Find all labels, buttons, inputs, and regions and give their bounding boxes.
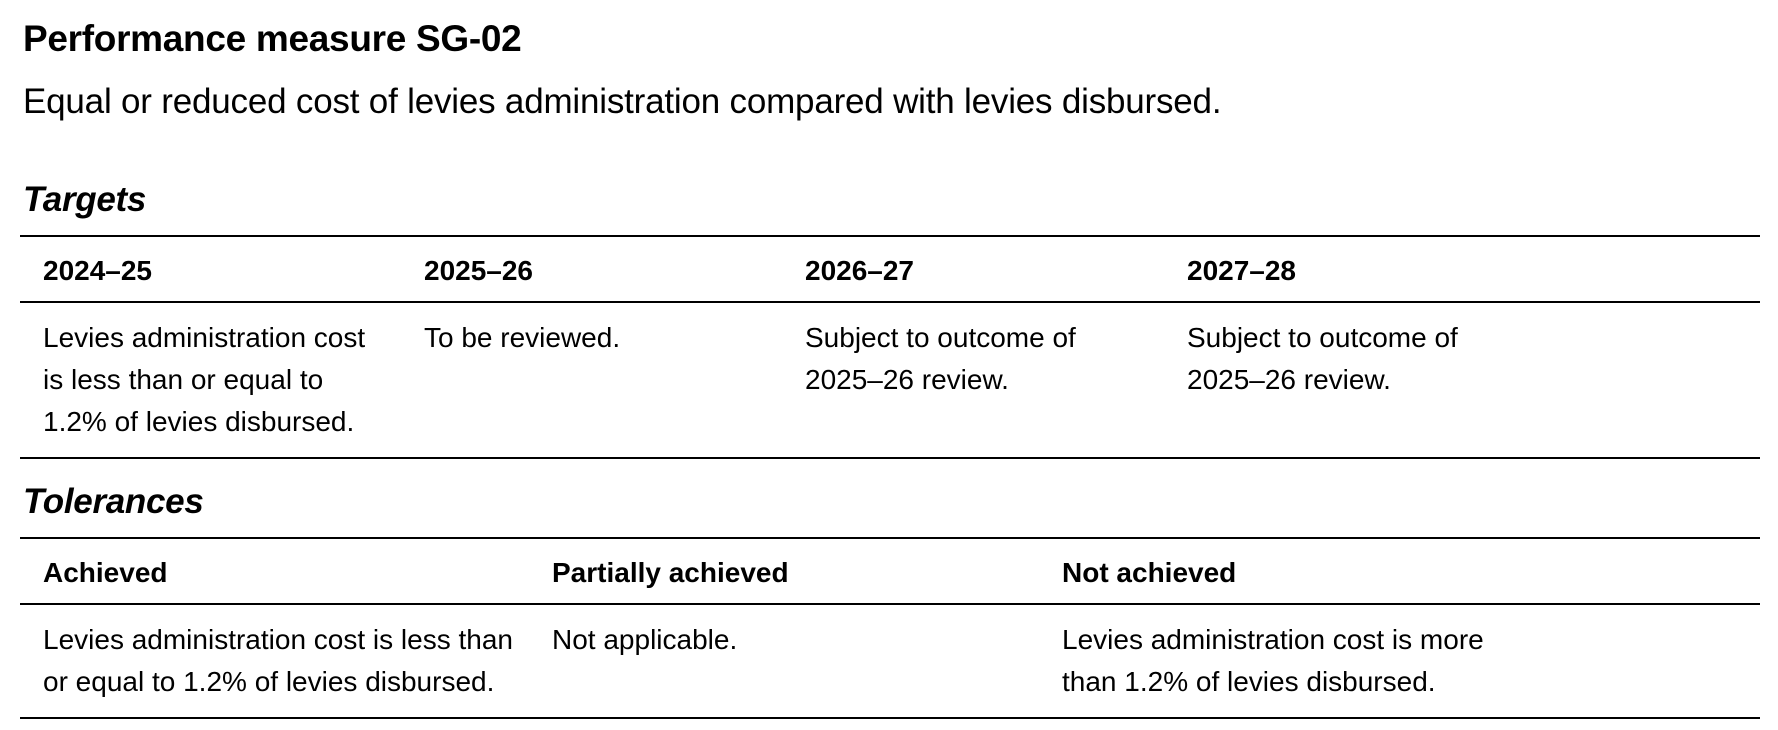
tolerances-row: Levies administration cost is less than …	[20, 604, 1760, 719]
tolerance-header-partially-achieved: Partially achieved	[529, 537, 1039, 605]
target-2025-26: To be reviewed.	[401, 302, 782, 459]
tolerances-heading: Tolerances	[23, 482, 204, 521]
tolerance-not-achieved: Levies administration cost is more than …	[1039, 604, 1760, 719]
target-2027-28: Subject to outcome of 2025–26 review.	[1164, 302, 1760, 459]
targets-header-row: 2024–25 2025–26 2026–27 2027–28	[20, 235, 1760, 303]
targets-header-2024-25: 2024–25	[20, 235, 401, 303]
tolerance-header-not-achieved: Not achieved	[1039, 537, 1760, 605]
targets-header-2025-26: 2025–26	[401, 235, 782, 303]
page-title: Performance measure SG-02	[23, 18, 522, 59]
targets-table: 2024–25 2025–26 2026–27 2027–28 Levies a…	[20, 235, 1760, 459]
targets-header-2026-27: 2026–27	[782, 235, 1164, 303]
tolerance-header-achieved: Achieved	[20, 537, 529, 605]
measure-description: Equal or reduced cost of levies administ…	[23, 82, 1222, 121]
targets-heading: Targets	[23, 180, 147, 219]
targets-row: Levies administration cost is less than …	[20, 302, 1760, 459]
tolerances-table: Achieved Partially achieved Not achieved…	[20, 537, 1760, 719]
tolerances-header-row: Achieved Partially achieved Not achieved	[20, 537, 1760, 605]
target-2024-25: Levies administration cost is less than …	[20, 302, 401, 459]
targets-header-2027-28: 2027–28	[1164, 235, 1760, 303]
tolerance-partially-achieved: Not applicable.	[529, 604, 1039, 719]
tolerance-achieved: Levies administration cost is less than …	[20, 604, 529, 719]
target-2026-27: Subject to outcome of 2025–26 review.	[782, 302, 1164, 459]
